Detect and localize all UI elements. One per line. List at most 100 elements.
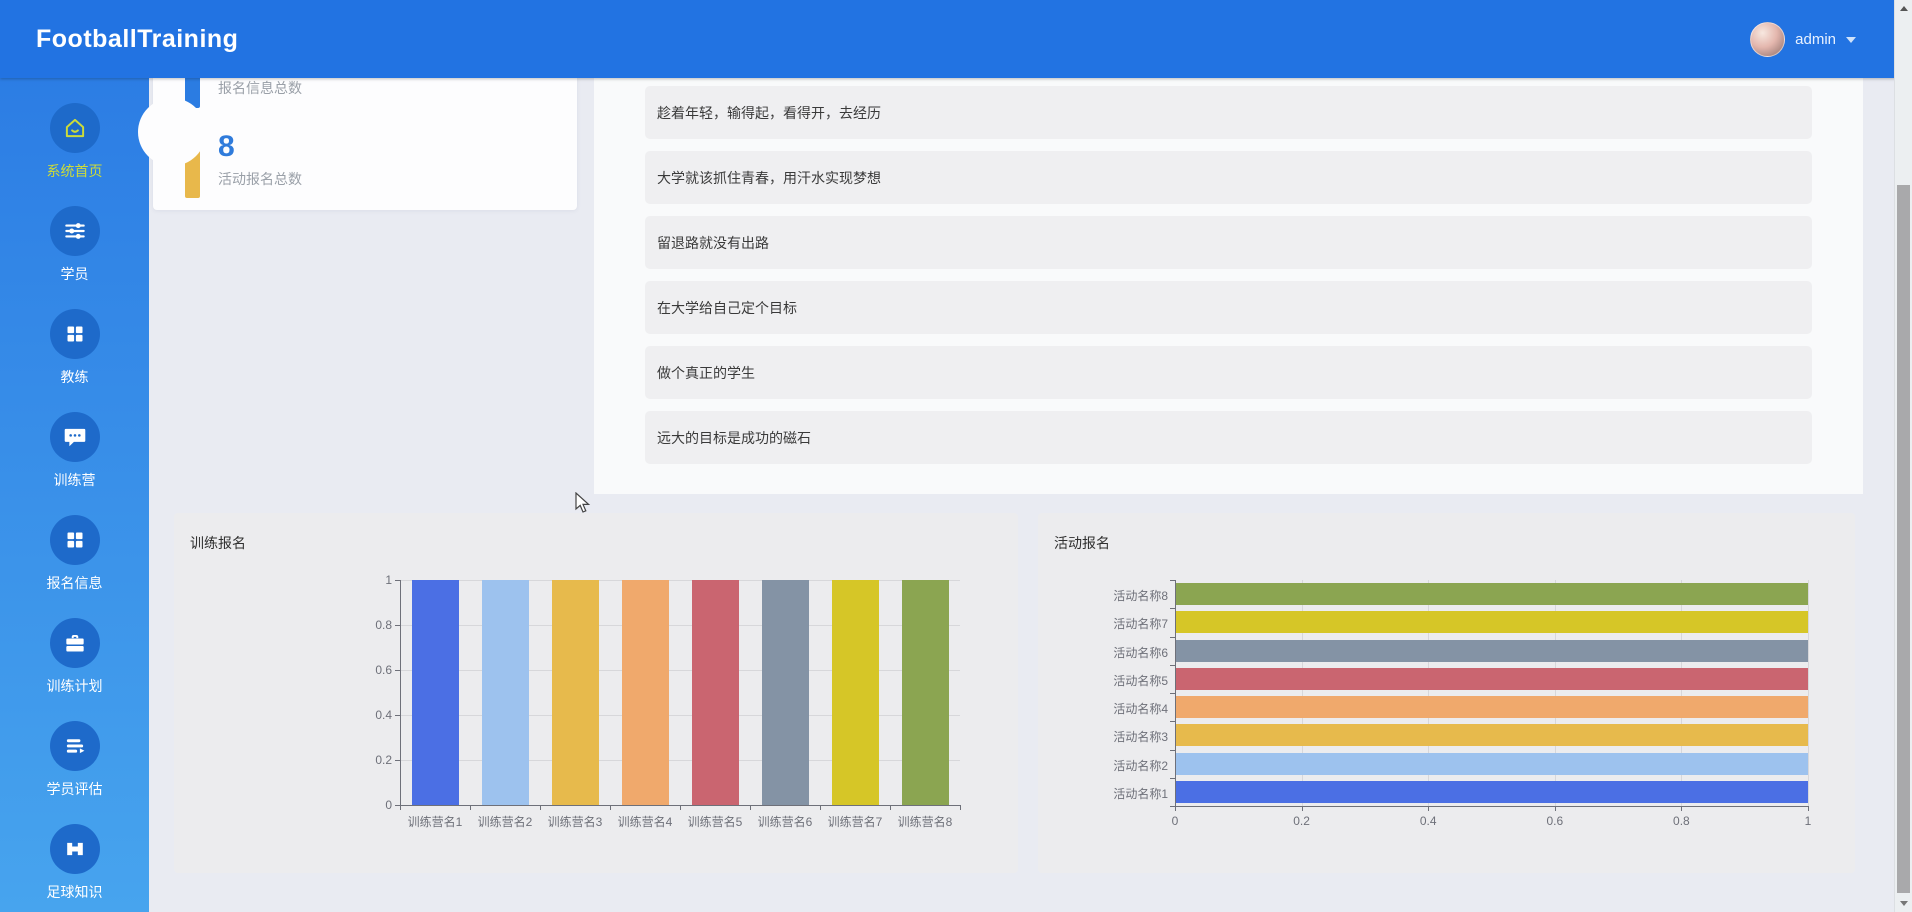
y-category-label: 活动名称5: [1113, 673, 1168, 688]
axis-tick: [395, 715, 400, 716]
app-logo: FootballTraining: [36, 25, 239, 53]
chat-icon: [62, 424, 88, 450]
x-category-label: 训练营名8: [897, 815, 953, 829]
training-chart-panel: 训练报名 0 0.2 0.4 0.6 0.8 1 训练营名1 训练营名2 训练营名3 训练营名4 训…: [174, 513, 1018, 873]
scrollbar-thumb[interactable]: [1897, 185, 1910, 893]
user-avatar[interactable]: [1750, 21, 1786, 57]
axis-tick: [395, 670, 400, 671]
axis-tick: [470, 805, 471, 810]
sidebar-item-label: 教练: [60, 369, 89, 385]
bar: [691, 580, 739, 805]
sidebar-item-6[interactable]: 学员评估: [0, 721, 149, 801]
quote-item: 趁着年轻，输得起，看得开，去经历: [645, 86, 1812, 139]
y-category-label: 活动名称4: [1113, 702, 1168, 717]
icon-circle: [50, 824, 100, 874]
user-menu[interactable]: admin: [1750, 0, 1856, 78]
quote-text: 大学就该抓住青春，用汗水实现梦想: [657, 169, 881, 186]
x-tick-label: 0.8: [1673, 814, 1690, 828]
stat-label: 报名信息总数: [218, 80, 302, 96]
x-category-label: 训练营名7: [827, 815, 883, 829]
y-axis-line: [1175, 580, 1176, 806]
gridline: [400, 715, 960, 716]
y-category-label: 活动名称8: [1113, 589, 1168, 604]
y-category-label: 活动名称7: [1113, 617, 1168, 632]
bar: [1176, 724, 1808, 747]
gridline: [400, 625, 960, 626]
axis-tick: [395, 625, 400, 626]
scroll-up-button[interactable]: [1895, 0, 1912, 17]
axis-tick: [1170, 749, 1175, 751]
ticket-icon: [62, 836, 88, 862]
sidebar-item-0[interactable]: 系统首页: [0, 103, 149, 183]
axis-tick: [395, 580, 400, 581]
x-category-label: 训练营名6: [757, 815, 813, 829]
quote-item: 做个真正的学生: [645, 346, 1812, 399]
bar: [901, 580, 949, 805]
icon-circle: [50, 721, 100, 771]
axis-tick: [1681, 806, 1683, 811]
x-tick-label: 0.6: [1546, 814, 1564, 828]
axis-tick: [1170, 777, 1175, 779]
axis-tick: [1170, 608, 1175, 610]
y-tick-label: 0: [385, 798, 392, 812]
quote-text: 做个真正的学生: [657, 364, 755, 381]
y-category-label: 活动名称6: [1113, 645, 1168, 660]
bar: [1176, 752, 1808, 775]
x-category-label: 训练营名1: [407, 815, 463, 829]
page-scrollbar[interactable]: [1894, 0, 1912, 912]
bar: [621, 580, 669, 805]
bar: [1176, 639, 1808, 662]
quote-item: 远大的目标是成功的磁石: [645, 411, 1812, 464]
y-tick-label: 1: [385, 573, 392, 587]
active-item-indicator: [138, 98, 206, 166]
header-bar: FootballTraining admin: [0, 0, 1912, 78]
axis-tick: [610, 805, 611, 810]
axis-tick: [1301, 806, 1303, 811]
gridline: [400, 580, 960, 581]
sidebar-item-1[interactable]: 学员: [0, 206, 149, 286]
user-name: admin: [1795, 30, 1836, 48]
axis-tick: [750, 805, 751, 810]
axis-tick: [395, 760, 400, 761]
axis-tick: [1170, 693, 1175, 694]
y-category-label: 活动名称2: [1113, 758, 1168, 773]
sidebar-item-7[interactable]: 足球知识: [0, 824, 149, 904]
sidebar-item-5[interactable]: 训练计划: [0, 618, 149, 698]
icon-circle: [50, 206, 100, 256]
bar: [1176, 583, 1808, 606]
x-tick-label: 0: [1171, 814, 1179, 828]
gridline: [1808, 580, 1809, 806]
sidebar-item-3[interactable]: 训练营: [0, 412, 149, 492]
sliders-icon: [62, 218, 88, 244]
y-category-label: 活动名称1: [1113, 786, 1168, 801]
quote-item: 留退路就没有出路: [645, 216, 1812, 269]
gridline: [1301, 580, 1303, 806]
scroll-down-button[interactable]: [1895, 895, 1912, 912]
y-axis-line: [400, 580, 401, 805]
y-tick-label: 0.6: [375, 663, 392, 677]
sidebar-item-4[interactable]: 报名信息: [0, 515, 149, 595]
gridline: [400, 670, 960, 671]
x-axis-line: [400, 805, 960, 806]
stat-value: 8: [218, 130, 235, 163]
x-category-label: 训练营名3: [547, 815, 603, 829]
bar: [1176, 780, 1808, 803]
quote-item: 在大学给自己定个目标: [645, 281, 1812, 334]
arrow-up-icon: [1899, 6, 1908, 11]
x-category-label: 训练营名2: [477, 815, 533, 829]
axis-tick: [1808, 806, 1809, 811]
bar: [761, 580, 809, 805]
home-icon: [62, 115, 88, 141]
grid-icon: [63, 322, 87, 346]
quote-text: 趁着年轻，输得起，看得开，去经历: [657, 104, 881, 121]
list-icon: [62, 733, 88, 759]
bar: [481, 580, 529, 805]
training-chart-plot: 0 0.2 0.4 0.6 0.8 1 训练营名1 训练营名2 训练营名3 训练营名4 训练营名5 训…: [375, 573, 961, 829]
x-tick-label: 1: [1804, 814, 1812, 828]
icon-circle: [50, 515, 100, 565]
quotes-panel: 趁着年轻，输得起，看得开，去经历 大学就该抓住青春，用汗水实现梦想留退路就没有出路…: [594, 78, 1863, 494]
sidebar-item-2[interactable]: 教练: [0, 309, 149, 389]
axis-tick: [1170, 721, 1175, 723]
bar: [1176, 667, 1808, 690]
